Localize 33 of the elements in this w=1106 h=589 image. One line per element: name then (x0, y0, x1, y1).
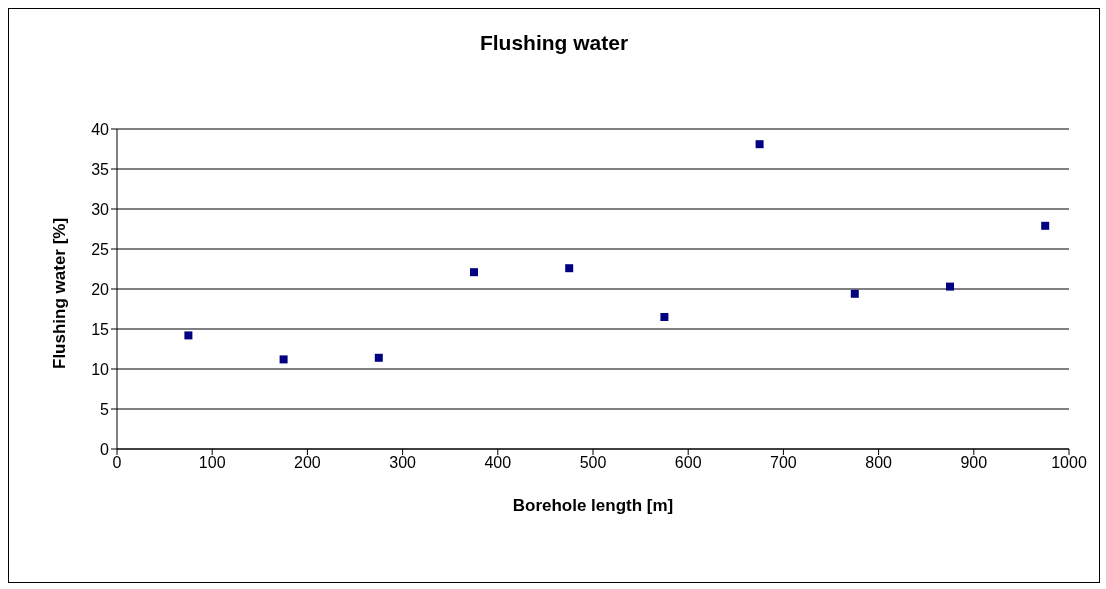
x-tick-label: 900 (960, 454, 988, 472)
y-tick-label: 30 (91, 200, 110, 218)
x-tick-label: 600 (674, 454, 702, 472)
x-tick-label: 500 (579, 454, 607, 472)
x-tick-label: 100 (198, 454, 226, 472)
x-axis-title: Borehole length [m] (512, 496, 674, 515)
point (470, 268, 478, 277)
x-tick-label: 1000 (1051, 454, 1087, 472)
x-tick-label: 300 (389, 454, 417, 472)
point (1041, 221, 1050, 230)
y-tick-label: 10 (91, 360, 110, 378)
chart-title: Flushing water (478, 31, 630, 55)
point (946, 282, 954, 291)
y-tick-label: 5 (100, 400, 110, 418)
y-tick-label: 40 (91, 120, 110, 138)
x-tick-label: 400 (484, 454, 512, 472)
x-tick-label: 700 (770, 454, 797, 472)
point (374, 353, 383, 362)
x-tick-label: 0 (112, 454, 122, 472)
y-tick-label: 35 (91, 160, 110, 178)
y-tick-label: 0 (100, 440, 110, 458)
y-axis-title: Flushing water [%] (50, 217, 70, 369)
y-tick-label: 20 (91, 280, 110, 298)
y-tick-label: 25 (91, 240, 110, 258)
x-tick-label: 200 (294, 454, 321, 472)
point (279, 355, 288, 364)
y-tick-label: 15 (91, 320, 110, 338)
x-tick-label: 800 (865, 454, 893, 472)
point (755, 140, 764, 149)
point (565, 264, 574, 273)
point (184, 331, 193, 340)
point (660, 313, 669, 321)
point (850, 289, 859, 298)
